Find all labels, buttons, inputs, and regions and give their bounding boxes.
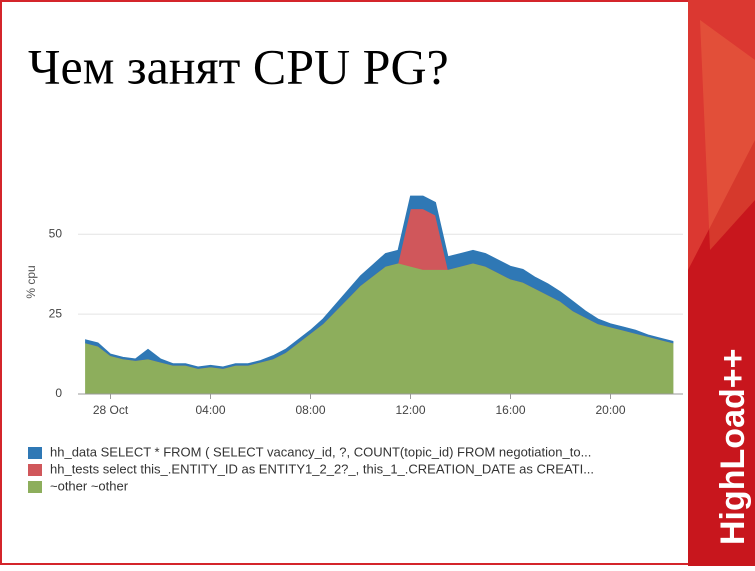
legend-swatch bbox=[28, 447, 42, 459]
x-tick-label: 20:00 bbox=[595, 403, 625, 417]
brand-decor bbox=[688, 0, 755, 270]
legend-label: hh_tests select this_.ENTITY_ID as ENTIT… bbox=[50, 461, 594, 476]
y-tick-label: 50 bbox=[49, 226, 63, 240]
x-tick-label: 28 Oct bbox=[93, 403, 129, 417]
y-tick-label: 25 bbox=[49, 306, 63, 320]
legend-label: ~other ~other bbox=[50, 478, 129, 493]
legend-label: hh_data SELECT * FROM ( SELECT vacancy_i… bbox=[50, 444, 591, 459]
legend-swatch bbox=[28, 464, 42, 476]
chart: 0 25 50 28 Oct 04:00 08:00 12:00 16:00 20:00 hh_d… bbox=[28, 180, 683, 493]
x-tick-label: 08:00 bbox=[295, 403, 325, 417]
legend-swatch bbox=[28, 481, 42, 493]
slide-title: Чем занят CPU PG? bbox=[28, 38, 449, 94]
y-axis-label: % cpu bbox=[24, 265, 38, 298]
brand-logo: HighLoad++ bbox=[714, 349, 752, 545]
x-tick-label: 16:00 bbox=[495, 403, 525, 417]
x-tick-label: 12:00 bbox=[395, 403, 425, 417]
x-tick-label: 04:00 bbox=[195, 403, 225, 417]
area bbox=[85, 195, 674, 369]
brand-decor bbox=[700, 20, 755, 250]
y-tick-label: 0 bbox=[55, 386, 62, 400]
